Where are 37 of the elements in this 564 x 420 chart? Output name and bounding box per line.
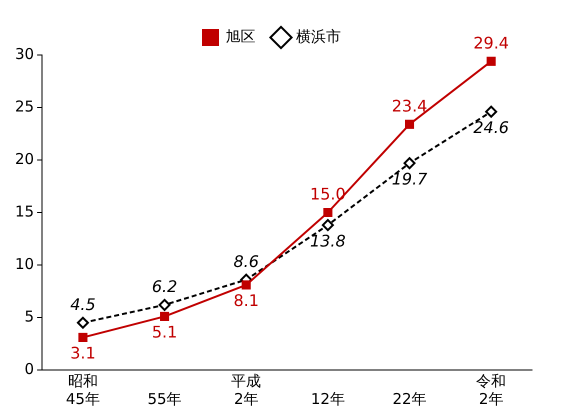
- y-tick-label: 20: [14, 150, 34, 168]
- x-tick-label: 昭和 45年: [66, 372, 100, 408]
- point: [160, 312, 170, 321]
- point: [78, 332, 88, 342]
- data-label: 4.5: [70, 294, 96, 314]
- data-label: 3.1: [70, 344, 96, 363]
- y-tick-label: 15: [14, 202, 34, 220]
- data-label: 8.1: [233, 291, 259, 310]
- data-label: 24.6: [473, 118, 509, 137]
- point: [404, 120, 414, 129]
- data-label: 5.1: [152, 322, 178, 342]
- point: [322, 219, 334, 232]
- data-label: 23.4: [392, 96, 428, 116]
- y-tick-label: 25: [14, 97, 34, 116]
- y-tick-label: 10: [14, 254, 34, 273]
- x-tick-label: 令和 2年: [476, 372, 506, 408]
- data-label: 29.4: [473, 33, 509, 52]
- data-label: 13.8: [310, 231, 346, 250]
- y-tick-label: 30: [14, 44, 34, 63]
- point: [242, 280, 251, 290]
- point: [323, 208, 332, 218]
- point: [158, 298, 171, 311]
- legend-label: 横浜市: [296, 27, 341, 46]
- data-label: 6.2: [152, 277, 178, 296]
- point: [404, 157, 416, 170]
- y-tick-label: 0: [24, 360, 34, 378]
- point: [76, 316, 89, 329]
- x-tick-label: 55年: [148, 390, 182, 408]
- data-label: 8.6: [233, 252, 259, 271]
- point: [485, 106, 498, 118]
- x-tick-label: 12年: [310, 390, 345, 408]
- legend-label: 旭区: [226, 27, 256, 46]
- x-tick-label: 平成 2年: [231, 372, 262, 408]
- data-label: 19.7: [392, 169, 428, 188]
- x-tick-label: 22年: [392, 390, 427, 408]
- y-tick-label: 5: [24, 307, 34, 326]
- point: [486, 56, 496, 66]
